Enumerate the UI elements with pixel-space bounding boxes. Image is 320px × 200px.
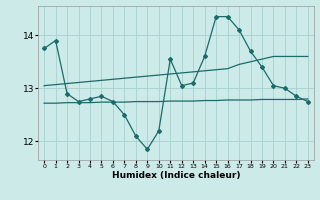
X-axis label: Humidex (Indice chaleur): Humidex (Indice chaleur) [112, 171, 240, 180]
